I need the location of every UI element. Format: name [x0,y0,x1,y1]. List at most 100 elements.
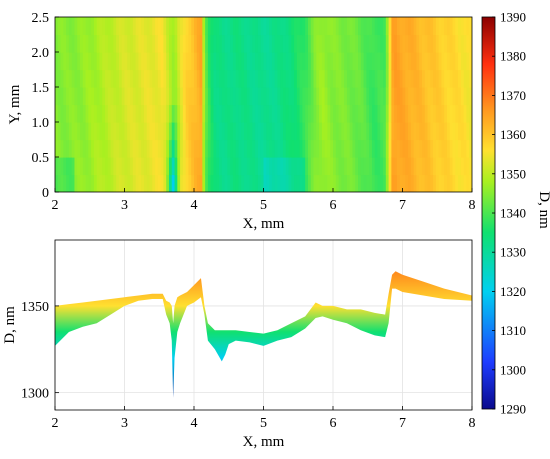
heatmap-cell [416,34,420,53]
heatmap-cell [369,87,373,106]
heatmap-cell [394,52,398,71]
heatmap-cell [302,174,306,192]
heatmap-cell [55,87,59,106]
heatmap-cell [252,52,256,71]
heatmap-cell [116,34,120,53]
heatmap-cell [246,69,251,88]
heatmap-cell [205,87,209,106]
heatmap-cell [294,17,298,36]
heatmap-cell [408,87,412,106]
heatmap-cell [266,157,270,176]
heatmap-cell [366,34,370,53]
heatmap-cell [216,139,220,158]
heatmap-cell [302,157,306,176]
heatmap-cell [413,34,417,53]
heatmap-cell [182,69,187,88]
heatmap-cell [341,139,345,158]
heatmap-cell [269,122,273,141]
heatmap-cell [313,174,317,192]
heatmap-cell [180,52,184,71]
heatmap-cell [60,104,64,123]
heatmap-cell [358,104,362,123]
heatmap-cell [246,157,251,176]
heatmap-cell [99,122,103,141]
heatmap-cell [263,87,267,106]
heatmap-cell [449,87,454,106]
heatmap-cell [274,122,278,141]
colorbar-tick-label: 1350 [500,166,526,181]
heatmap-cell [335,157,340,176]
heatmap-cell [299,34,304,53]
heatmap-cell [266,104,270,123]
profile-x-tick-label: 5 [260,416,267,431]
heatmap-cell [263,34,267,53]
heatmap-cell [319,122,323,141]
heatmap-cell [260,174,265,192]
heatmap-cell [118,69,123,88]
heatmap-cell [307,122,312,141]
heatmap-cell [327,87,331,106]
heatmap-cell [246,139,251,158]
heatmap-cell [232,157,237,176]
heatmap-cell [96,104,101,123]
heatmap-cell [377,174,381,192]
heatmap-cell [68,52,73,71]
heatmap-cell [255,157,259,176]
heatmap-cell [205,17,209,36]
heatmap-cell [313,52,317,71]
heatmap-cell [458,52,462,71]
heatmap-cell [269,104,273,123]
heatmap-cell [80,17,84,36]
heatmap-cell [438,52,443,71]
heatmap-cell [160,87,165,106]
heatmap-cell [168,122,173,141]
colorbar-tick-label: 1340 [500,206,526,221]
heatmap-cell [93,52,98,71]
colorbar-tick-label: 1290 [500,402,526,417]
heatmap-cell [271,157,276,176]
heatmap-cell [438,17,443,36]
heatmap-cell [408,34,412,53]
heatmap-cell [271,69,276,88]
heatmap-cell [60,174,64,192]
heatmap-cell [424,104,429,123]
heatmap-cell [107,34,112,53]
heatmap-cell [57,122,62,141]
heatmap-cell [230,174,234,192]
heatmap-cell [85,122,89,141]
heatmap-cell [105,122,109,141]
heatmap-cell [358,122,362,141]
heatmap-cell [66,174,70,192]
heatmap-cell [282,104,287,123]
heatmap-cell [277,87,281,106]
heatmap-cell [155,34,159,53]
heatmap-cell [435,104,440,123]
heatmap-cell [113,69,117,88]
heatmap-cell [246,122,251,141]
heatmap-cell [383,87,387,106]
heatmap-cell [230,17,234,36]
heatmap-cell [235,139,240,158]
heatmap-cell [210,34,215,53]
heatmap-cell [380,174,384,192]
heatmap-cell [408,104,412,123]
heatmap-cell [163,87,167,106]
heatmap-cell [280,52,284,71]
heatmap-cell [116,122,120,141]
heatmap-cell [319,174,323,192]
heatmap-cell [263,157,267,176]
heatmap-cell [174,157,178,176]
heatmap-cell [296,17,301,36]
heatmap-cell [349,87,354,106]
heatmap-cell [469,34,472,53]
heatmap-cell [444,122,448,141]
heatmap-cell [416,17,420,36]
heatmap-x-tick-label: 3 [121,198,128,213]
heatmap-cell [63,34,67,53]
heatmap-cell [194,174,198,192]
heatmap-cell [371,69,376,88]
heatmap-cell [377,69,381,88]
heatmap-cell [388,139,392,158]
heatmap-cell [91,122,95,141]
